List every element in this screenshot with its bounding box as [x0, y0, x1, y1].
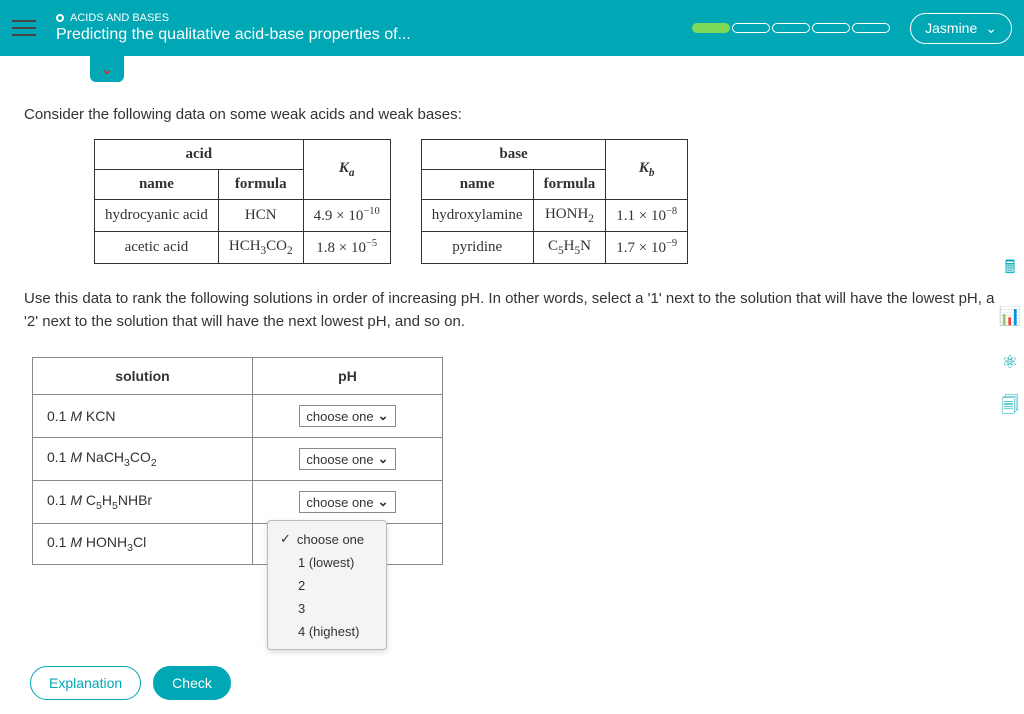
- progress-bar: [692, 23, 890, 33]
- base-group-header: base: [421, 140, 606, 170]
- table-row: acetic acid HCH3CO2 1.8 × 10−5: [95, 232, 391, 264]
- kb-value: 1.7 × 10−9: [606, 232, 688, 264]
- ph-cell: choose one ⌄: [253, 395, 443, 438]
- footer-buttons: Explanation Check: [30, 666, 231, 700]
- col-formula: formula: [218, 170, 303, 200]
- ka-value: 4.9 × 10−10: [303, 200, 390, 232]
- chevron-down-icon: ⌄: [378, 494, 389, 510]
- acid-table: acid Ka name formula hydrocyanic acid HC…: [94, 139, 391, 264]
- kicker-text: ACIDS AND BASES: [70, 12, 169, 24]
- choose-dropdown[interactable]: choose one ⌄: [299, 491, 395, 513]
- table-row: pyridine C5H5N 1.7 × 10−9: [421, 232, 687, 264]
- ph-cell: ✓choose one 1 (lowest) 2 3 4 (highest): [253, 524, 443, 565]
- ph-cell: choose one ⌄: [253, 438, 443, 481]
- ka-value: 1.8 × 10−5: [303, 232, 390, 264]
- acid-formula: HCN: [218, 200, 303, 232]
- solution-cell: 0.1 M HONH3Cl: [33, 524, 253, 565]
- acid-formula: HCH3CO2: [218, 232, 303, 264]
- solution-cell: 0.1 M NaCH3CO2: [33, 438, 253, 481]
- base-formula: C5H5N: [533, 232, 606, 264]
- choose-dropdown[interactable]: choose one ⌄: [299, 448, 395, 470]
- side-toolbar: 🖩 📊 ⚛ 🗐: [996, 256, 1024, 422]
- chevron-down-icon: ⌄: [985, 20, 997, 37]
- progress-segment: [812, 23, 850, 33]
- base-name: pyridine: [421, 232, 533, 264]
- col-name: name: [95, 170, 219, 200]
- col-ph: pH: [253, 358, 443, 395]
- solution-cell: 0.1 M C5H5NHBr: [33, 481, 253, 524]
- option-item[interactable]: 3: [268, 597, 386, 620]
- table-row: 0.1 M NaCH3CO2 choose one ⌄: [33, 438, 443, 481]
- progress-segment: [772, 23, 810, 33]
- options-popup: ✓choose one 1 (lowest) 2 3 4 (highest): [267, 520, 387, 650]
- ranking-table: solution pH 0.1 M KCN choose one ⌄ 0.1 M…: [32, 357, 443, 565]
- chevron-down-icon: ⌄: [378, 451, 389, 467]
- base-name: hydroxylamine: [421, 200, 533, 232]
- base-table: base Kb name formula hydroxylamine HONH2…: [421, 139, 688, 264]
- table-row: hydrocyanic acid HCN 4.9 × 10−10: [95, 200, 391, 232]
- app-header: ACIDS AND BASES Predicting the qualitati…: [0, 0, 1024, 56]
- check-icon: ✓: [280, 531, 291, 547]
- data-tables: acid Ka name formula hydrocyanic acid HC…: [94, 139, 1000, 264]
- header-titles: ACIDS AND BASES Predicting the qualitati…: [56, 12, 692, 44]
- option-item[interactable]: 1 (lowest): [268, 551, 386, 574]
- content-area: Consider the following data on some weak…: [0, 56, 1024, 585]
- user-name: Jasmine: [925, 20, 977, 36]
- choose-dropdown[interactable]: choose one ⌄: [299, 405, 395, 427]
- col-solution: solution: [33, 358, 253, 395]
- header-title: Predicting the qualitative acid-base pro…: [56, 26, 692, 44]
- periodic-table-icon[interactable]: ⚛: [996, 348, 1024, 376]
- prompt-text: Consider the following data on some weak…: [24, 106, 1000, 123]
- progress-segment: [692, 23, 730, 33]
- progress-segment: [732, 23, 770, 33]
- acid-name: acetic acid: [95, 232, 219, 264]
- table-row: hydroxylamine HONH2 1.1 × 10−8: [421, 200, 687, 232]
- progress-segment: [852, 23, 890, 33]
- table-row: 0.1 M KCN choose one ⌄: [33, 395, 443, 438]
- acid-name: hydrocyanic acid: [95, 200, 219, 232]
- acid-group-header: acid: [95, 140, 304, 170]
- table-row: 0.1 M HONH3Cl ✓choose one 1 (lowest) 2 3…: [33, 524, 443, 565]
- chevron-down-icon: ⌄: [378, 408, 389, 424]
- user-menu[interactable]: Jasmine ⌄: [910, 13, 1012, 44]
- instructions-text: Use this data to rank the following solu…: [24, 288, 1000, 333]
- menu-icon[interactable]: [12, 15, 36, 41]
- kicker-dot-icon: [56, 14, 64, 22]
- col-name: name: [421, 170, 533, 200]
- col-formula: formula: [533, 170, 606, 200]
- header-kicker: ACIDS AND BASES: [56, 12, 692, 24]
- solution-cell: 0.1 M KCN: [33, 395, 253, 438]
- ph-cell: choose one ⌄: [253, 481, 443, 524]
- base-formula: HONH2: [533, 200, 606, 232]
- explanation-button[interactable]: Explanation: [30, 666, 141, 700]
- option-item[interactable]: 4 (highest): [268, 620, 386, 643]
- kb-header: Kb: [606, 140, 688, 200]
- table-row: 0.1 M C5H5NHBr choose one ⌄: [33, 481, 443, 524]
- stats-icon[interactable]: 📊: [996, 302, 1024, 330]
- option-item[interactable]: ✓choose one: [268, 527, 386, 551]
- ka-header: Ka: [303, 140, 390, 200]
- kb-value: 1.1 × 10−8: [606, 200, 688, 232]
- calculator-icon[interactable]: 🖩: [996, 256, 1024, 284]
- option-item[interactable]: 2: [268, 574, 386, 597]
- check-button[interactable]: Check: [153, 666, 231, 700]
- reference-icon[interactable]: 🗐: [996, 394, 1024, 422]
